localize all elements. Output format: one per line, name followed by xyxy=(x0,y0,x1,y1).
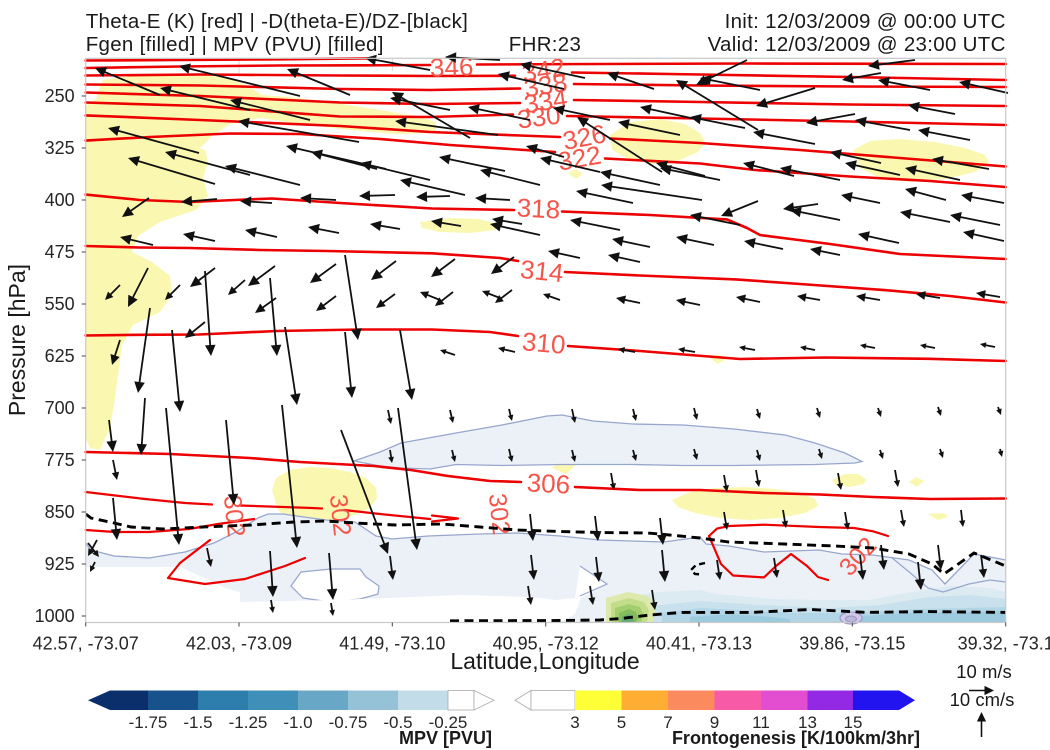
svg-text:42.57, -73.07: 42.57, -73.07 xyxy=(33,634,139,654)
svg-text:41.49, -73.10: 41.49, -73.10 xyxy=(339,634,445,654)
svg-text:-0.25: -0.25 xyxy=(429,713,468,732)
svg-text:3: 3 xyxy=(570,713,579,732)
svg-text:7: 7 xyxy=(663,713,672,732)
svg-text:Valid: 12/03/2009 @ 23:00 UTC: Valid: 12/03/2009 @ 23:00 UTC xyxy=(708,33,1006,56)
svg-text:400: 400 xyxy=(45,190,75,210)
svg-text:325: 325 xyxy=(45,138,75,158)
svg-text:42.03, -73.09: 42.03, -73.09 xyxy=(186,634,292,654)
svg-text:-1.25: -1.25 xyxy=(229,713,268,732)
svg-text:775: 775 xyxy=(45,450,75,470)
svg-text:1000: 1000 xyxy=(35,606,75,626)
svg-text:-1.75: -1.75 xyxy=(129,713,168,732)
svg-text:302: 302 xyxy=(324,493,356,537)
svg-text:-0.75: -0.75 xyxy=(329,713,368,732)
svg-text:39.32, -73.1: 39.32, -73.1 xyxy=(958,634,1050,654)
svg-text:314: 314 xyxy=(519,254,565,288)
svg-text:625: 625 xyxy=(45,346,75,366)
svg-text:925: 925 xyxy=(45,554,75,574)
svg-text:550: 550 xyxy=(45,294,75,314)
svg-text:FHR:23: FHR:23 xyxy=(509,33,581,56)
svg-text:Theta-E (K) [red] | -D(theta-E: Theta-E (K) [red] | -D(theta-E)/DZ-[blac… xyxy=(86,10,468,33)
svg-text:Latitude,Longitude: Latitude,Longitude xyxy=(450,648,639,674)
svg-text:Frontogenesis [K/100km/3hr]: Frontogenesis [K/100km/3hr] xyxy=(672,728,920,748)
svg-text:850: 850 xyxy=(45,502,75,522)
svg-text:-0.5: -0.5 xyxy=(383,713,412,732)
svg-text:700: 700 xyxy=(45,398,75,418)
svg-text:40.41, -73.13: 40.41, -73.13 xyxy=(646,634,752,654)
svg-text:15: 15 xyxy=(844,713,863,732)
svg-text:Fgen [filled] | MPV (PVU) [fil: Fgen [filled] | MPV (PVU) [filled] xyxy=(86,33,384,56)
svg-text:250: 250 xyxy=(45,86,75,106)
svg-text:330: 330 xyxy=(516,100,563,135)
svg-text:-1.5: -1.5 xyxy=(183,713,212,732)
svg-text:318: 318 xyxy=(516,192,561,224)
svg-text:13: 13 xyxy=(798,713,817,732)
svg-text:5: 5 xyxy=(617,713,626,732)
svg-text:306: 306 xyxy=(526,467,571,499)
svg-text:Init: 12/03/2009 @ 00:00 UTC: Init: 12/03/2009 @ 00:00 UTC xyxy=(725,10,1006,33)
svg-text:310: 310 xyxy=(521,326,567,360)
svg-text:Pressure [hPa]: Pressure [hPa] xyxy=(4,264,30,416)
svg-text:40.95, -73.12: 40.95, -73.12 xyxy=(493,634,599,654)
svg-text:10 cm/s: 10 cm/s xyxy=(950,689,1015,710)
svg-text:39.86, -73.15: 39.86, -73.15 xyxy=(799,634,905,654)
svg-text:-1.0: -1.0 xyxy=(283,713,312,732)
svg-text:9: 9 xyxy=(710,713,719,732)
svg-text:10 m/s: 10 m/s xyxy=(956,661,1012,682)
svg-text:11: 11 xyxy=(752,713,770,732)
svg-text:475: 475 xyxy=(45,242,75,262)
svg-text:MPV [PVU]: MPV [PVU] xyxy=(399,728,492,748)
